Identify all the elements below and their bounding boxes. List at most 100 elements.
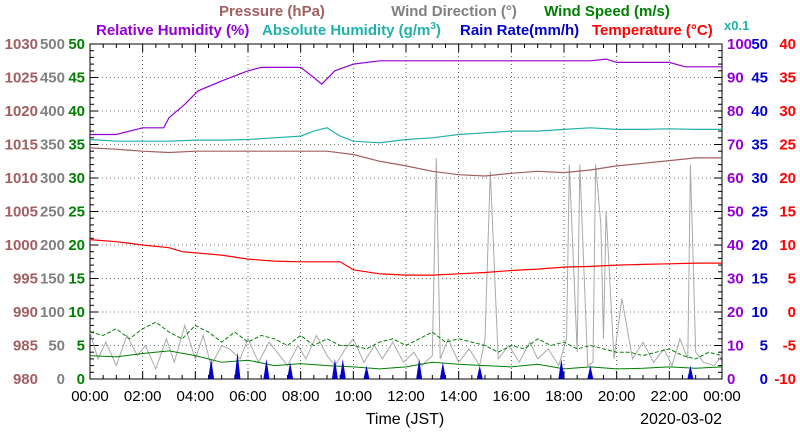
legend-item: Temperature (°C) (592, 22, 713, 39)
humidity-tick-label: 80 (727, 103, 744, 120)
temperature-tick-label: 0 (788, 304, 796, 321)
humidity-tick-label: 50 (727, 204, 744, 221)
x-tick-label: 10:00 (335, 388, 373, 405)
pressure-line (89, 147, 722, 177)
x-tick-label: 14:00 (440, 388, 478, 405)
x-tick-label: 00:00 (71, 388, 109, 405)
humidity-tick-label: 20 (727, 304, 744, 321)
humidity-tick-label: 40 (727, 237, 744, 254)
pressure-tick-label: 1015 (5, 137, 38, 154)
rain-rate-tick-label: 0 (760, 371, 768, 388)
x-tick-label: 06:00 (229, 388, 267, 405)
humidity-tick-label: 60 (727, 170, 744, 187)
x-tick-label: 04:00 (177, 388, 215, 405)
wind-speed-tick-label: 40 (68, 103, 85, 120)
temperature-tick-label: 25 (779, 137, 796, 154)
wind-direction-line (89, 157, 723, 371)
rain-rate-bar (416, 358, 423, 379)
temperature-tick-label: 35 (779, 70, 796, 87)
wind-direction-tick-label: 350 (40, 137, 65, 154)
humidity-tick-label: 0 (727, 371, 735, 388)
x-tick-label: 08:00 (282, 388, 320, 405)
legend-item: Wind Direction (°) (391, 3, 517, 20)
wind-speed-tick-label: 5 (77, 338, 85, 355)
x-axis: 00:00 02:00 04:00 06:00 08:00 10:00 12:00 14:00… (71, 388, 741, 405)
wind-direction-tick-label: 400 (40, 103, 65, 120)
pressure-tick-label: 980 (13, 371, 38, 388)
temperature-tick-label: -10 (774, 371, 796, 388)
rain-rate-bar (587, 365, 594, 379)
rain-rate-bar (476, 365, 483, 379)
pressure-tick-label: 985 (13, 338, 38, 355)
legend-item: Relative Humidity (%) (96, 22, 249, 39)
x-tick-label: 00:00 (703, 388, 741, 405)
pressure-tick-label: 990 (13, 304, 38, 321)
wind-direction-tick-label: 100 (40, 304, 65, 321)
wind-speed-tick-label: 10 (68, 304, 85, 321)
right-axes: 0102030405060708090100051015202530354045… (727, 36, 796, 388)
wind-speed-tick-label: 45 (68, 70, 85, 87)
legend-item: Pressure (hPa) (219, 3, 325, 20)
wind-direction-tick-label: 300 (40, 170, 65, 187)
humidity-tick-label: 70 (727, 137, 744, 154)
x-tick-label: 12:00 (387, 388, 425, 405)
rain-rate-tick-label: 40 (751, 103, 768, 120)
pressure-tick-label: 1005 (5, 204, 38, 221)
pressure-tick-label: 1025 (5, 70, 38, 87)
wind-direction-tick-label: 200 (40, 237, 65, 254)
rain-rate-bar (331, 358, 338, 379)
rain-rate-bar (287, 362, 294, 379)
wind-speed-tick-label: 30 (68, 170, 85, 187)
wind-direction-tick-label: 150 (40, 271, 65, 288)
date-label: 2020-03-02 (640, 411, 722, 428)
wind-speed-tick-label: 0 (77, 371, 85, 388)
temperature-tick-label: 10 (779, 237, 796, 254)
wind-direction-tick-label: 250 (40, 204, 65, 221)
temperature-line (89, 239, 722, 276)
wind-speed-gust-line (89, 321, 723, 360)
plot-area (89, 58, 723, 379)
wind-speed-tick-label: 25 (68, 204, 85, 221)
legend-item: Rain Rate(mm/h) (460, 22, 579, 39)
temperature-tick-label: 30 (779, 103, 796, 120)
legend-scale-note: x0.1 (724, 18, 749, 33)
rain-rate-tick-label: 30 (751, 170, 768, 187)
x-tick-label: 02:00 (124, 388, 162, 405)
rain-rate-bar (263, 358, 270, 379)
wind-direction-tick-label: 500 (40, 36, 65, 53)
rain-rate-tick-label: 15 (751, 271, 768, 288)
pressure-tick-label: 1020 (5, 103, 38, 120)
rain-rate-bar (339, 358, 346, 379)
wind-speed-tick-label: 15 (68, 271, 85, 288)
legend: Pressure (hPa) Wind Direction (°) Wind Spe… (96, 3, 749, 39)
x-tick-label: 22:00 (651, 388, 689, 405)
relative-humidity-line (90, 58, 722, 136)
rain-rate-tick-label: 50 (751, 36, 768, 53)
temperature-tick-label: 5 (788, 271, 796, 288)
wind-direction-tick-label: 50 (48, 338, 65, 355)
temperature-tick-label: 40 (779, 36, 796, 53)
pressure-tick-label: 1000 (5, 237, 38, 254)
rain-rate-bar (208, 358, 215, 379)
rain-rate-bar (439, 362, 446, 379)
rain-rate-bar (234, 352, 241, 379)
humidity-tick-label: 90 (727, 70, 744, 87)
humidity-tick-label: 100 (727, 36, 752, 53)
wind-speed-tick-label: 35 (68, 137, 85, 154)
legend-item: Wind Speed (m/s) (544, 3, 670, 20)
temperature-tick-label: 15 (779, 204, 796, 221)
rain-rate-bar (363, 365, 370, 379)
wind-direction-tick-label: 450 (40, 70, 65, 87)
pressure-tick-label: 1030 (5, 36, 38, 53)
wind-speed-tick-label: 50 (68, 36, 85, 53)
rain-rate-tick-label: 5 (760, 338, 768, 355)
rain-rate-bar (687, 365, 694, 379)
temperature-tick-label: 20 (779, 170, 796, 187)
rain-rate-tick-label: 45 (751, 70, 768, 87)
wind-speed-mean-line (89, 350, 723, 370)
x-axis-label: Time (JST) (366, 411, 445, 428)
wind-direction-tick-label: 0 (57, 371, 65, 388)
rain-rate-bar (558, 358, 565, 379)
rain-rate-tick-label: 20 (751, 237, 768, 254)
